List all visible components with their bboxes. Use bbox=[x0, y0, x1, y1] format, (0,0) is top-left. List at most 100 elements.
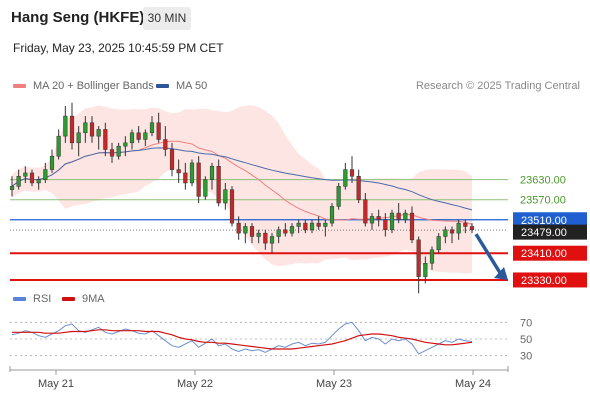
ma50-line bbox=[11, 147, 473, 211]
candle bbox=[169, 142, 175, 177]
candle bbox=[176, 159, 181, 183]
candle-body bbox=[116, 145, 121, 157]
candle-body bbox=[423, 262, 428, 277]
candle-body bbox=[129, 132, 135, 144]
candle bbox=[96, 126, 101, 150]
candle bbox=[316, 216, 321, 230]
candle bbox=[323, 219, 328, 237]
legend-ma50-label: MA 50 bbox=[176, 80, 208, 92]
candle-body bbox=[396, 212, 401, 221]
candle-body bbox=[269, 236, 275, 244]
candle-body bbox=[49, 155, 55, 170]
candle bbox=[229, 186, 235, 227]
candle bbox=[116, 142, 121, 160]
candle bbox=[309, 219, 315, 234]
candle-body bbox=[416, 239, 421, 277]
candle bbox=[449, 226, 455, 244]
candle bbox=[76, 126, 81, 157]
legend-ma20-label: MA 20 + Bollinger Bands bbox=[33, 80, 154, 92]
x-tick-label: May 23 bbox=[316, 378, 352, 390]
candle bbox=[123, 136, 128, 157]
candle bbox=[63, 106, 68, 143]
level-label-23479.00: 23479.00 bbox=[513, 224, 587, 240]
level-label-23570.00: 23570.00 bbox=[520, 195, 566, 207]
level-label-box bbox=[513, 224, 587, 240]
candle bbox=[429, 246, 435, 270]
candle-body bbox=[469, 226, 475, 231]
rsi-ma-swatch bbox=[62, 297, 75, 301]
candle bbox=[89, 116, 95, 143]
candle bbox=[23, 166, 28, 183]
level-label-text: 23570.00 bbox=[520, 195, 566, 207]
candle-body bbox=[409, 212, 415, 241]
candle bbox=[443, 226, 448, 244]
candle bbox=[369, 213, 375, 230]
level-label-text: 23330.00 bbox=[521, 275, 567, 287]
candle bbox=[389, 209, 395, 234]
candle bbox=[36, 176, 41, 190]
candle-body bbox=[83, 122, 88, 134]
candle bbox=[383, 213, 388, 237]
candle bbox=[456, 219, 461, 240]
candle-body bbox=[369, 216, 375, 224]
timeframe-button[interactable]: 30 MIN bbox=[143, 7, 191, 30]
candle-body bbox=[189, 162, 195, 184]
level-label-text: 23410.00 bbox=[521, 248, 567, 260]
candle bbox=[336, 182, 341, 210]
level-label-box bbox=[513, 245, 587, 261]
candle bbox=[296, 219, 301, 234]
candle-body bbox=[223, 189, 228, 204]
candle-body bbox=[123, 142, 128, 147]
candle bbox=[249, 223, 255, 244]
bollinger-band bbox=[12, 105, 472, 274]
legend-ma20-bollinger: MA 20 + Bollinger Bands bbox=[13, 80, 154, 92]
candle bbox=[223, 182, 228, 210]
candle bbox=[156, 112, 161, 143]
candle bbox=[396, 203, 401, 224]
candle bbox=[136, 126, 141, 143]
candle-body bbox=[96, 129, 101, 137]
candle-body bbox=[403, 212, 408, 221]
candle bbox=[16, 169, 21, 190]
candle-body bbox=[229, 189, 235, 224]
level-label-23410.00: 23410.00 bbox=[513, 245, 587, 261]
candle bbox=[209, 162, 215, 190]
ma50-swatch bbox=[156, 84, 169, 88]
candle-body bbox=[329, 206, 335, 224]
candle-body bbox=[349, 169, 355, 177]
candle bbox=[103, 122, 108, 157]
candle-body bbox=[276, 229, 281, 237]
candle-body bbox=[463, 222, 468, 227]
candle bbox=[56, 129, 61, 160]
candle-body bbox=[376, 216, 381, 221]
candle-body bbox=[169, 149, 175, 170]
candle bbox=[436, 233, 441, 254]
candle bbox=[463, 219, 468, 234]
candle bbox=[416, 236, 421, 294]
candle bbox=[349, 156, 355, 183]
candle-body bbox=[236, 222, 241, 234]
candle bbox=[269, 233, 275, 254]
candle bbox=[49, 149, 55, 173]
ma20-swatch bbox=[13, 84, 26, 88]
candle bbox=[43, 162, 48, 183]
candle bbox=[356, 169, 361, 204]
candle-body bbox=[449, 229, 455, 234]
candle-body bbox=[176, 169, 181, 174]
legend-ma50: MA 50 bbox=[156, 80, 207, 92]
candle-body bbox=[316, 222, 321, 227]
level-label-23630.00: 23630.00 bbox=[520, 175, 566, 187]
candle bbox=[289, 223, 295, 237]
candle bbox=[196, 156, 201, 204]
candle bbox=[363, 193, 368, 227]
rsi-swatch bbox=[13, 297, 26, 301]
candle bbox=[243, 223, 248, 244]
candle-body bbox=[183, 172, 188, 184]
x-tick-label: May 21 bbox=[38, 378, 74, 390]
candle bbox=[263, 229, 268, 250]
candle bbox=[163, 126, 168, 157]
candle bbox=[83, 116, 88, 143]
candle-body bbox=[23, 172, 28, 177]
candle-body bbox=[163, 139, 168, 150]
